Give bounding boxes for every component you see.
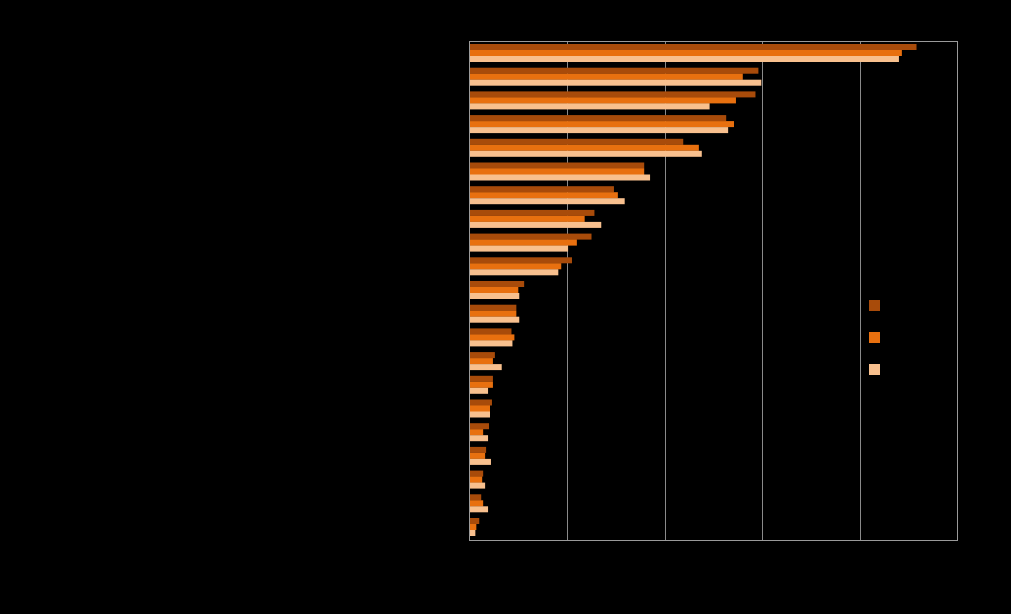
bar-series1: [469, 399, 492, 406]
bar-series3: [469, 198, 625, 205]
bar-series2: [469, 144, 699, 151]
bar-series2: [469, 476, 483, 483]
bar-series3: [469, 435, 489, 442]
bar-series1: [469, 91, 756, 98]
bar-series3: [469, 364, 502, 371]
bar-series1: [469, 44, 917, 50]
bar-series3: [469, 221, 602, 228]
bar-series2: [469, 97, 736, 104]
bar-series1: [469, 186, 614, 193]
bar-series2: [469, 500, 484, 507]
bar-series2: [469, 263, 562, 270]
bar-series2: [469, 381, 493, 388]
bar-series3: [469, 56, 899, 62]
bar-series2: [469, 405, 490, 412]
legend-swatch-series1: [869, 300, 880, 311]
bar-series1: [469, 470, 484, 477]
bar-series3: [469, 245, 569, 252]
bar-series3: [469, 482, 486, 489]
bar-series3: [469, 174, 651, 181]
bar-series1: [469, 162, 645, 169]
bar-series2: [469, 310, 517, 317]
bar-series2: [469, 524, 477, 530]
bar-series2: [469, 215, 585, 222]
bar-series2: [469, 192, 618, 199]
bar-series1: [469, 328, 512, 335]
bar-series1: [469, 115, 727, 122]
bar-series3: [469, 458, 491, 465]
bar-series2: [469, 50, 902, 56]
bar-series3: [469, 411, 490, 418]
bar-series1: [469, 209, 595, 216]
bar-series2: [469, 358, 493, 365]
bar-series1: [469, 518, 480, 524]
bar-series1: [469, 446, 487, 453]
bar-series1: [469, 423, 490, 430]
bar-series1: [469, 494, 482, 501]
bar-series1: [469, 67, 759, 74]
bar-series3: [469, 293, 520, 299]
bar-series3: [469, 506, 489, 513]
bar-series2: [469, 239, 577, 246]
bar-series3: [469, 103, 710, 110]
bar-series2: [469, 121, 734, 128]
bar-series2: [469, 73, 743, 80]
bar-series3: [469, 269, 559, 276]
bar-series3: [469, 316, 520, 323]
bar-series3: [469, 150, 702, 157]
bar-series2: [469, 287, 519, 293]
bars-layer: [469, 44, 917, 536]
bar-series2: [469, 452, 486, 459]
bar-series1: [469, 138, 684, 145]
bar-series3: [469, 79, 762, 86]
legend-swatch-series2: [869, 332, 880, 343]
bar-series2: [469, 429, 484, 436]
bar-series3: [469, 340, 513, 347]
bar-series1: [469, 257, 572, 264]
bar-series2: [469, 334, 515, 341]
legend-swatch-series3: [869, 364, 880, 375]
bar-series2: [469, 168, 645, 175]
bar-series3: [469, 530, 476, 536]
bar-series1: [469, 233, 592, 240]
bar-series1: [469, 281, 525, 287]
bar-series3: [469, 127, 729, 134]
bar-series1: [469, 375, 493, 382]
bar-series3: [469, 387, 489, 394]
plot-frame: [469, 41, 958, 541]
legend: [869, 300, 880, 375]
bar-series1: [469, 352, 495, 359]
bar-series1: [469, 304, 517, 311]
